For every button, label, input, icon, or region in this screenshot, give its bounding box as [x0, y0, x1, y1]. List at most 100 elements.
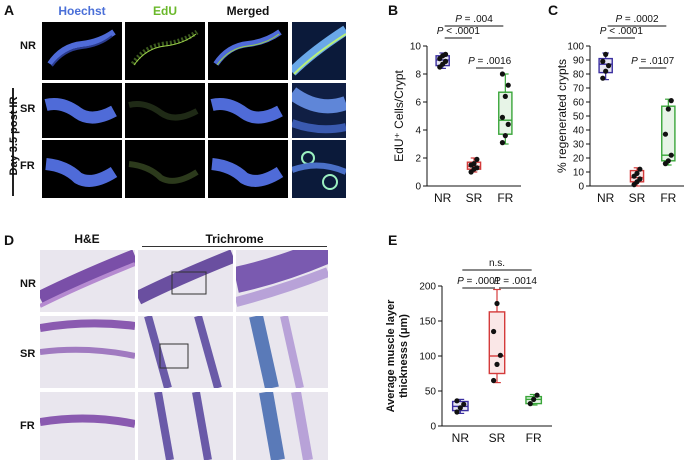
- p-symbol: P: [455, 14, 462, 25]
- y-tick-label: 100: [567, 42, 584, 53]
- y-tick-label: 4: [415, 126, 421, 137]
- data-point: [491, 377, 497, 384]
- micro-sr-zoom: [292, 83, 346, 138]
- data-point: [665, 158, 671, 164]
- micro-fr-merged: [208, 140, 288, 198]
- y-tick-label: 40: [573, 126, 585, 137]
- y-axis-label: % regenerated crypts: [555, 59, 569, 173]
- significance-label: P = .0014: [494, 276, 538, 287]
- micro-fr-hoechst: [42, 140, 122, 198]
- x-tick-label: SR: [489, 431, 506, 445]
- data-point: [471, 161, 477, 167]
- micro-sr-edu: [125, 83, 205, 138]
- histo-nr-he: [40, 250, 135, 312]
- x-tick-label: FR: [526, 431, 542, 445]
- significance-label: P = .0002: [615, 14, 659, 25]
- p-value: = .0002: [622, 14, 659, 25]
- significance-label: P = .0107: [631, 56, 675, 67]
- day-post-ir-label: Day 3.5 post IR: [8, 96, 20, 176]
- histo-nr-trichrome: [138, 250, 233, 312]
- panel-a-label: A: [4, 2, 15, 18]
- data-point: [600, 75, 606, 81]
- trichrome-underline: [142, 246, 327, 247]
- data-point: [603, 68, 609, 74]
- data-point: [454, 398, 460, 404]
- data-point: [603, 51, 609, 58]
- d-row-sr-label: SR: [20, 348, 36, 360]
- data-point: [534, 392, 540, 398]
- data-point: [605, 63, 612, 69]
- data-point: [502, 133, 508, 139]
- y-axis-label: EdU⁺ Cells/Crypt: [392, 69, 406, 161]
- y-tick-label: 150: [419, 317, 436, 328]
- p-value: < .0001: [443, 26, 480, 37]
- p-symbol: P: [468, 56, 475, 67]
- x-tick-label: NR: [452, 431, 470, 445]
- y-tick-label: 90: [573, 56, 585, 67]
- significance-label: n.s.: [489, 258, 505, 269]
- data-point: [499, 71, 506, 77]
- data-point: [531, 396, 537, 402]
- data-point: [502, 93, 508, 99]
- col-hoechst: Hoechst: [58, 4, 106, 18]
- col-edu: EdU: [153, 4, 177, 18]
- d-row-fr-label: FR: [20, 420, 35, 432]
- significance-label: P = .0016: [468, 56, 512, 67]
- data-point: [600, 58, 606, 64]
- panel-d-label: D: [4, 232, 15, 248]
- y-tick-label: 30: [573, 140, 585, 151]
- y-axis-label-line: thicknesss (μm): [398, 314, 410, 398]
- y-tick-label: 10: [410, 42, 422, 53]
- p-symbol: P: [437, 26, 444, 37]
- y-tick-label: 8: [415, 70, 421, 81]
- micro-nr-merged: [208, 22, 288, 80]
- data-point: [442, 58, 449, 64]
- p-symbol: P: [600, 26, 607, 37]
- x-tick-label: FR: [660, 191, 676, 205]
- y-tick-label: 10: [573, 168, 585, 179]
- micro-nr-zoom: [292, 22, 346, 80]
- data-point: [474, 165, 480, 171]
- y-tick-label: 80: [573, 70, 585, 81]
- panel-b-label: B: [388, 2, 399, 18]
- box-sr: [488, 311, 506, 375]
- micro-sr-merged: [208, 83, 288, 138]
- micro-fr-edu: [125, 140, 205, 198]
- y-tick-label: 6: [415, 98, 421, 109]
- data-point: [442, 51, 449, 58]
- x-tick-label: NR: [434, 191, 452, 205]
- panel-c-label: C: [548, 2, 559, 18]
- p-value: = .0016: [475, 56, 512, 67]
- p-value: = .0001: [464, 276, 501, 287]
- data-point: [505, 82, 511, 88]
- p-symbol: P: [457, 276, 464, 287]
- y-tick-label: 20: [573, 154, 585, 165]
- y-tick-label: 0: [430, 422, 436, 433]
- side-bracket: [12, 88, 14, 196]
- p-symbol: P: [615, 14, 622, 25]
- micro-fr-zoom: [292, 140, 346, 198]
- y-tick-label: 60: [573, 98, 585, 109]
- micro-nr-edu: [125, 22, 205, 80]
- y-axis-label: Average muscle layerthicknesss (μm): [385, 299, 410, 412]
- data-point: [491, 328, 497, 335]
- data-point: [494, 300, 500, 307]
- y-tick-label: 70: [573, 84, 585, 95]
- data-point: [497, 352, 503, 358]
- histo-fr-he: [40, 392, 135, 460]
- y-tick-label: 2: [415, 154, 421, 165]
- data-point: [637, 166, 643, 172]
- y-tick-label: 0: [415, 182, 421, 193]
- data-point: [634, 170, 640, 176]
- col-trichrome: Trichrome: [205, 232, 264, 246]
- histo-sr-zoom: [236, 316, 328, 388]
- p-value: = .0014: [500, 276, 537, 287]
- data-point: [637, 176, 643, 182]
- data-point: [662, 131, 669, 137]
- chart-c: 0 10 20 30 40 50 60 70 80 90 100 % regenerated cryp…: [555, 14, 684, 205]
- d-row-nr-label: NR: [20, 278, 36, 290]
- x-tick-label: SR: [466, 191, 483, 205]
- data-point: [461, 401, 467, 407]
- y-tick-label: 50: [573, 112, 585, 123]
